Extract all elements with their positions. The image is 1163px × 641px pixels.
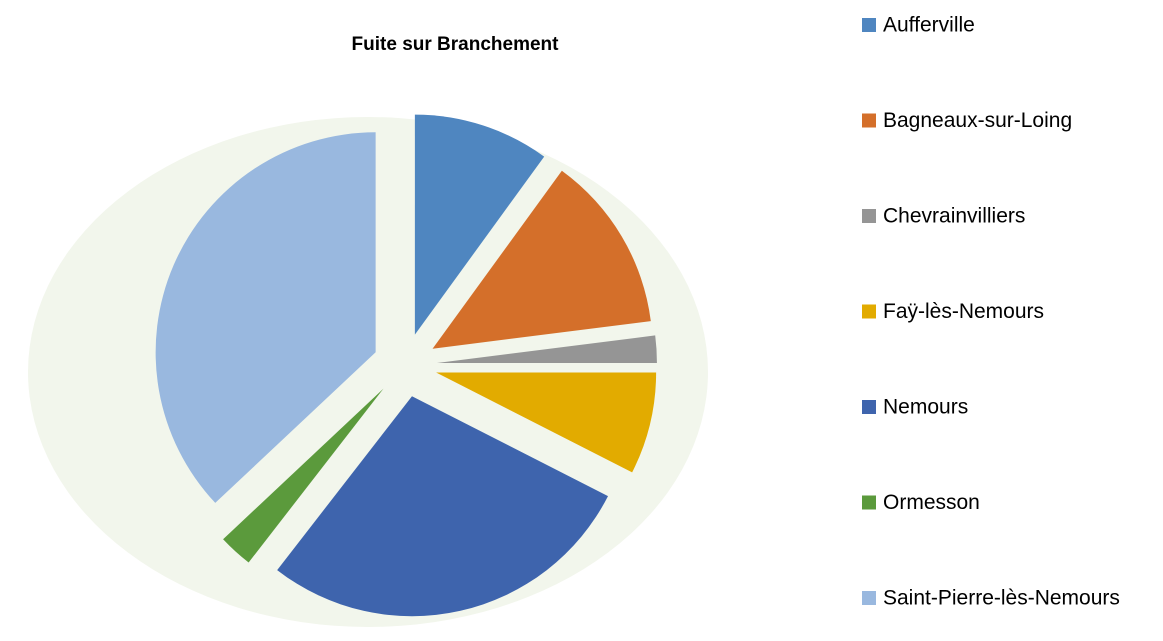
legend-swatch [862, 304, 876, 319]
legend-label: Nemours [883, 396, 968, 419]
legend-swatch [862, 18, 876, 32]
legend-swatch [862, 400, 876, 414]
pie-slice [436, 335, 657, 363]
legend-swatch [862, 591, 876, 605]
pie-slice [432, 170, 651, 349]
pie-slice [414, 114, 545, 335]
pie-slice [277, 396, 609, 617]
pie-slice [223, 388, 384, 563]
pie-slice [436, 372, 657, 473]
chart-title: Fuite sur Branchement [352, 34, 560, 55]
legend-label: Saint-Pierre-lès-Nemours [883, 587, 1120, 610]
legend-swatch [862, 113, 876, 128]
legend-label: Faÿ-lès-Nemours [883, 300, 1044, 323]
pie-slice [155, 132, 376, 503]
legend-swatch [862, 495, 876, 510]
legend-swatch [862, 209, 876, 223]
legend-label: Bagneaux-sur-Loing [883, 109, 1072, 132]
legend-label: Ormesson [883, 491, 980, 514]
legend-label: Chevrainvilliers [883, 205, 1025, 228]
legend-label: Aufferville [883, 14, 975, 37]
